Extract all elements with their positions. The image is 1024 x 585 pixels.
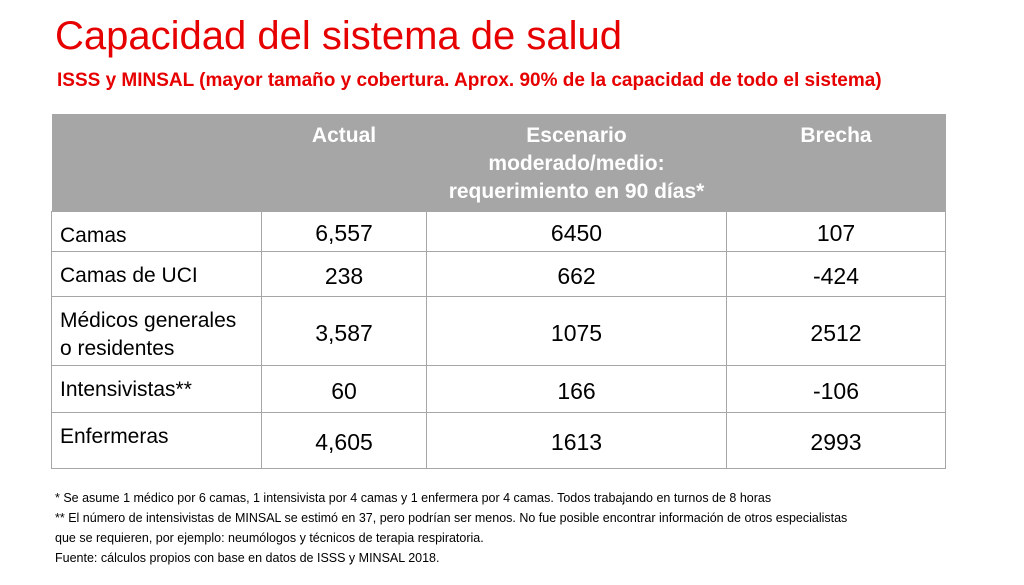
table-row: Intensivistas** 60 166 -106: [51, 364, 946, 413]
row-label: Camas: [51, 210, 262, 252]
row-label: Enfermeras: [51, 411, 262, 469]
row-label: Intensivistas**: [51, 364, 262, 413]
header-scenario-line: moderado/medio:: [488, 152, 665, 175]
cell-actual: 3,587: [261, 295, 427, 366]
cell-gap: 107: [726, 210, 946, 252]
capacity-table: Actual Escenario moderado/medio: requeri…: [51, 114, 946, 469]
cell-scenario: 6450: [426, 210, 727, 252]
footnote: ** El número de intensivistas de MINSAL …: [55, 511, 848, 525]
cell-scenario: 662: [426, 250, 727, 297]
row-label: Médicos generales o residentes: [51, 295, 262, 366]
cell-gap: 2993: [726, 411, 946, 469]
cell-gap: -106: [726, 364, 946, 413]
cell-actual: 6,557: [261, 210, 427, 252]
cell-gap: 2512: [726, 295, 946, 366]
header-label-column: [51, 114, 262, 211]
cell-actual: 60: [261, 364, 427, 413]
footnote: * Se asume 1 médico por 6 camas, 1 inten…: [55, 491, 772, 505]
header-gap: Brecha: [726, 114, 946, 211]
page-title: Capacidad del sistema de salud: [55, 14, 623, 58]
header-scenario-line: requerimiento en 90 días*: [448, 180, 705, 203]
header-scenario: Escenario moderado/medio: requerimiento …: [426, 114, 727, 211]
page-subtitle: ISSS y MINSAL (mayor tamaño y cobertura.…: [57, 70, 882, 91]
cell-actual: 238: [261, 250, 427, 297]
row-label: Camas de UCI: [51, 250, 262, 297]
source-note: Fuente: cálculos propios con base en dat…: [55, 551, 440, 565]
table-row: Enfermeras 4,605 1613 2993: [51, 411, 946, 469]
footnotes: * Se asume 1 médico por 6 camas, 1 inten…: [55, 488, 1015, 568]
cell-gap: -424: [726, 250, 946, 297]
table-row: Médicos generales o residentes 3,587 107…: [51, 295, 946, 366]
header-scenario-line: Escenario: [526, 124, 627, 147]
table-row: Camas 6,557 6450 107: [51, 210, 946, 252]
table-header-row: Actual Escenario moderado/medio: requeri…: [51, 114, 946, 211]
header-actual: Actual: [261, 114, 427, 211]
cell-scenario: 1613: [426, 411, 727, 469]
cell-scenario: 166: [426, 364, 727, 413]
table-row: Camas de UCI 238 662 -424: [51, 250, 946, 297]
cell-scenario: 1075: [426, 295, 727, 366]
cell-actual: 4,605: [261, 411, 427, 469]
footnote: que se requieren, por ejemplo: neumólogo…: [55, 531, 484, 545]
